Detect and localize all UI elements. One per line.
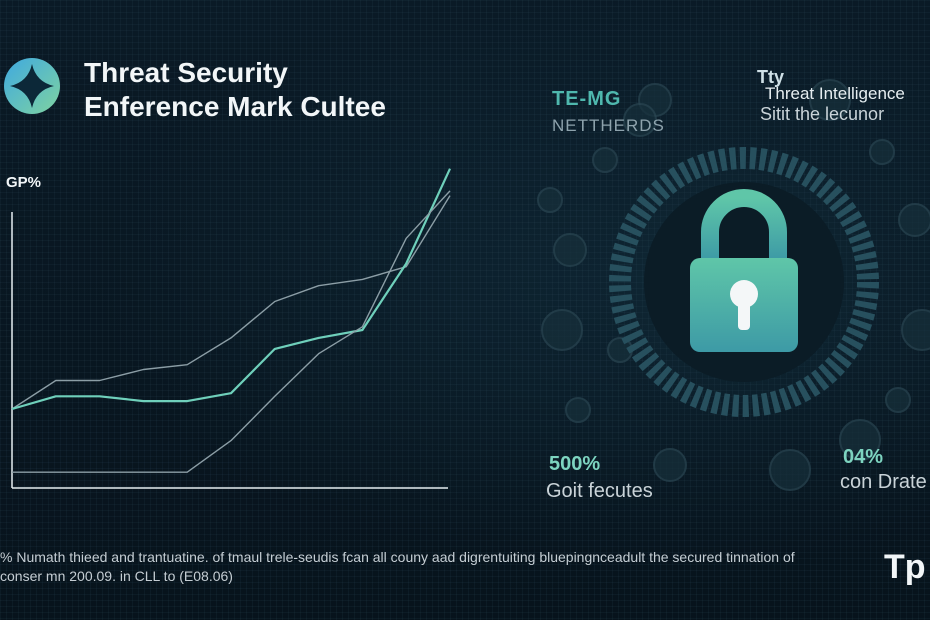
line-chart [11, 168, 451, 489]
bokeh-dot [541, 309, 583, 351]
padlock-icon [690, 189, 798, 352]
title-line-1: Threat Security [84, 57, 288, 88]
title-line-2: Enference Mark Cultee [84, 91, 386, 122]
bokeh-dot [885, 387, 911, 413]
intel-subtitle: Sitit the lecunor [760, 104, 885, 124]
stat-left-label: Goit fecutes [546, 480, 653, 502]
caption-line-1: % Numath thieed and trantuatine. of tmau… [0, 549, 795, 565]
diamond-logo-icon [4, 58, 60, 114]
y-axis-label: GP% [6, 174, 42, 191]
caption-line-2: conser mn 200.09. in CLL to (E08.06) [0, 568, 233, 584]
bokeh-dot [839, 419, 881, 461]
series-line-1 [11, 195, 451, 410]
lock-ring [609, 147, 879, 417]
bokeh-dot [898, 203, 930, 237]
series-line-3 [12, 190, 451, 473]
bokeh-dot [809, 79, 851, 121]
series-line-2 [11, 168, 451, 411]
caption: % Numath thieed and trantuatine. of tmau… [0, 548, 900, 586]
panel-code-sub: NETTHERDS [552, 116, 665, 135]
bokeh-dot [553, 233, 587, 267]
lock-graphic [537, 79, 930, 491]
intel-title: Threat Intelligence [765, 84, 905, 103]
page-title: Threat Security Enference Mark Cultee [84, 56, 386, 124]
series-layer [11, 168, 451, 473]
bokeh-dot [623, 103, 657, 137]
bokeh-dot [769, 449, 811, 491]
intel-head: Tty [757, 67, 784, 87]
bokeh-dot [653, 448, 687, 482]
bokeh-dot [901, 309, 930, 351]
stat-right-value: 04% [843, 446, 884, 468]
bokeh-dot [592, 147, 618, 173]
bokeh-dot [869, 139, 895, 165]
stat-right-label: con Drate [840, 471, 927, 493]
stat-left-value: 500% [549, 453, 601, 475]
corner-mark: Tp [884, 548, 926, 586]
panel-code: TE-MG [552, 88, 622, 110]
bokeh-dot [537, 187, 563, 213]
bokeh-dot [565, 397, 591, 423]
bokeh-dots [537, 79, 930, 491]
